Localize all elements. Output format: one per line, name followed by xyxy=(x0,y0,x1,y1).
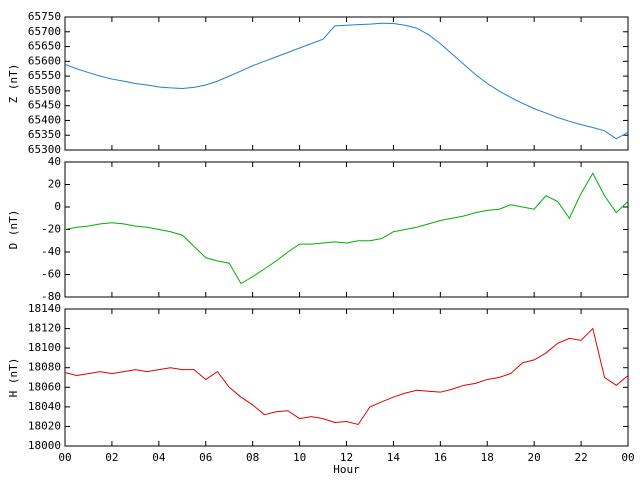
y-tick-label: 65600 xyxy=(28,54,61,67)
y-tick-label: 65700 xyxy=(28,25,61,38)
panel-frame xyxy=(64,16,629,151)
y-tick-label: 0 xyxy=(54,200,61,213)
y-tick-label: 18060 xyxy=(28,380,61,393)
y-tick-label: 65350 xyxy=(28,128,61,141)
x-tick-label: 08 xyxy=(246,451,259,464)
y-tick-label: 18020 xyxy=(28,419,61,432)
y-tick-label: 18140 xyxy=(28,302,61,315)
y-tick-label: -80 xyxy=(41,290,61,303)
data-line xyxy=(64,22,629,140)
x-axis-label: Hour xyxy=(333,463,360,476)
x-tick-label: 16 xyxy=(434,451,447,464)
y-tick-label: 18080 xyxy=(28,361,61,374)
x-tick-label: 22 xyxy=(574,451,587,464)
y-tick-label: 65500 xyxy=(28,84,61,97)
x-tick-label: 04 xyxy=(152,451,166,464)
x-tick-label: 20 xyxy=(528,451,541,464)
x-tick-label: 00 xyxy=(621,451,634,464)
x-tick-label: 00 xyxy=(58,451,71,464)
y-tick-label: 18000 xyxy=(28,439,61,452)
y-tick-label: 40 xyxy=(48,155,61,168)
x-tick-label: 14 xyxy=(387,451,401,464)
y-tick-label: -40 xyxy=(41,245,61,258)
y-tick-label: 18120 xyxy=(28,322,61,335)
y-tick-label: 18100 xyxy=(28,341,61,354)
x-tick-label: 06 xyxy=(199,451,212,464)
data-line xyxy=(64,172,629,285)
y-tick-label: 18040 xyxy=(28,400,61,413)
x-tick-label: 10 xyxy=(293,451,306,464)
y-tick-label: 65650 xyxy=(28,40,61,53)
y-tick-label: 65750 xyxy=(28,10,61,23)
x-tick-label: 18 xyxy=(481,451,494,464)
panel-frame xyxy=(64,161,629,298)
data-line xyxy=(64,327,629,426)
y-tick-label: 65400 xyxy=(28,113,61,126)
x-tick-label: 12 xyxy=(340,451,353,464)
x-tick-label: 02 xyxy=(105,451,118,464)
y-tick-label: 20 xyxy=(48,178,61,191)
panel-frame xyxy=(64,308,629,447)
y-tick-label: 65550 xyxy=(28,69,61,82)
y-tick-label: 65300 xyxy=(28,143,61,156)
y-tick-label: -60 xyxy=(41,268,61,281)
y-axis-label: H (nT) xyxy=(7,358,20,398)
y-axis-label: D (nT) xyxy=(7,210,20,250)
y-tick-label: -20 xyxy=(41,223,61,236)
y-tick-label: 65450 xyxy=(28,99,61,112)
y-axis-label: Z (nT) xyxy=(7,64,20,104)
